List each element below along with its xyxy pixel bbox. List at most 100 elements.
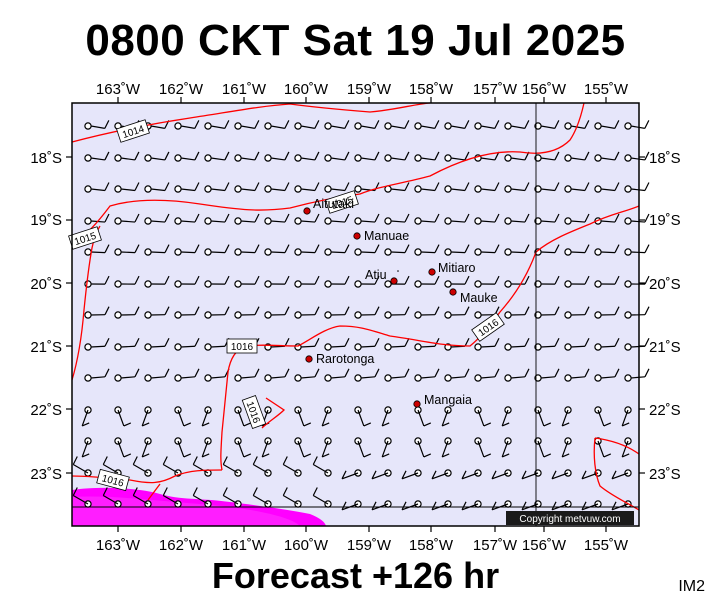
wind-barb	[204, 151, 230, 162]
wind-barb	[141, 437, 152, 458]
wind-barb	[174, 182, 200, 193]
svg-text:162˚W: 162˚W	[159, 81, 204, 98]
top-longitude-labels: 163˚W 162˚W 161˚W 160˚W 159˚W 158˚W 157˚…	[96, 81, 629, 98]
svg-text:Atiu: Atiu	[365, 268, 387, 282]
wind-barb	[501, 406, 512, 427]
wind-barb	[354, 406, 372, 427]
wind-barb	[114, 437, 132, 458]
island-mitiaro: Mitiaro	[428, 261, 476, 276]
wind-barb	[174, 120, 200, 130]
left-latitude-labels: 18˚S 19˚S 20˚S 21˚S 22˚S 23˚S	[30, 150, 62, 483]
wind-barb	[264, 213, 290, 225]
wind-barb	[381, 406, 392, 427]
svg-text:157˚W: 157˚W	[473, 537, 518, 554]
svg-text:161˚W: 161˚W	[222, 81, 267, 98]
wind-barb	[144, 151, 170, 162]
wind-barb	[252, 456, 272, 477]
wind-barb	[174, 406, 192, 427]
wind-barb	[324, 306, 350, 319]
wind-barb	[431, 500, 452, 511]
svg-text:Aitutaki: Aitutaki	[313, 197, 354, 211]
wind-barb	[141, 406, 152, 427]
wind-barb	[414, 120, 440, 130]
wind-barb	[234, 306, 260, 319]
wind-barb	[81, 437, 92, 458]
wind-barb	[174, 337, 200, 351]
wind-barb	[594, 306, 620, 319]
wind-barb	[114, 151, 140, 162]
isobar-1015-north	[71, 102, 585, 245]
wind-barb	[162, 487, 182, 508]
wind-barb	[401, 469, 422, 480]
svg-text:18˚S: 18˚S	[30, 150, 62, 167]
wind-barb	[294, 120, 320, 130]
map-frame	[71, 102, 640, 527]
wind-barb	[261, 437, 272, 458]
wind-barb	[474, 275, 500, 288]
wind-barb	[234, 368, 260, 382]
wind-barb	[594, 182, 620, 193]
wind-barb	[594, 120, 620, 130]
wind-barb	[581, 500, 602, 511]
wind-barb	[621, 406, 632, 427]
wind-barb	[444, 368, 470, 382]
svg-text:163˚W: 163˚W	[96, 81, 141, 98]
wind-barb	[114, 368, 140, 382]
wind-barb	[474, 368, 500, 382]
wind-barb	[414, 306, 440, 319]
wind-barb	[222, 456, 242, 477]
wind-barb	[324, 337, 350, 351]
wind-barb	[594, 244, 620, 256]
wind-barb	[444, 151, 470, 162]
isobar-1016-east	[535, 205, 640, 253]
copyright-text: Copyright metvuw.com	[519, 514, 620, 525]
wind-barb	[624, 275, 650, 288]
wind-barb	[234, 151, 260, 162]
wind-barb	[594, 406, 612, 427]
wind-barb	[294, 213, 320, 225]
wind-barb	[144, 306, 170, 319]
wind-barb	[294, 406, 312, 427]
wind-barb	[564, 213, 590, 225]
island-markers: Aitutaki Manuae Atiu Mitiaro Mauke Rarot…	[303, 197, 498, 408]
wind-barb	[504, 120, 530, 130]
wind-barb	[414, 151, 440, 162]
wind-barb	[204, 182, 230, 193]
wind-barb	[564, 120, 590, 130]
wind-barb	[144, 275, 170, 288]
wind-barb	[324, 120, 350, 130]
wind-barb	[561, 437, 572, 458]
wind-barb	[354, 120, 380, 130]
wind-barb	[564, 368, 590, 382]
wind-barb	[324, 213, 350, 225]
wind-barb	[504, 151, 530, 162]
svg-text:162˚W: 162˚W	[159, 537, 204, 554]
wind-barb	[474, 120, 500, 130]
wind-barb	[84, 213, 110, 225]
isobar-1016-se-b	[593, 437, 640, 511]
wind-barb	[594, 337, 620, 351]
wind-barb	[234, 182, 260, 193]
wind-barb	[384, 244, 410, 256]
wind-barb	[504, 182, 530, 193]
svg-text:23˚S: 23˚S	[649, 466, 681, 483]
wind-barb	[174, 306, 200, 319]
wind-barb	[174, 213, 200, 225]
svg-text:158˚W: 158˚W	[409, 537, 454, 554]
wind-barb	[384, 306, 410, 319]
wind-barb	[444, 182, 470, 193]
wind-barb	[354, 437, 372, 458]
wind-barb	[114, 406, 132, 427]
wind-barb	[174, 244, 200, 256]
wind-barb	[201, 437, 212, 458]
wind-barb	[114, 213, 140, 225]
wind-barb	[174, 275, 200, 288]
wind-barb	[414, 244, 440, 256]
wind-barb	[381, 437, 392, 458]
wind-barb	[504, 368, 530, 382]
wind-barb	[294, 368, 320, 382]
island-manuae: Manuae	[353, 229, 409, 243]
wind-barb	[204, 120, 230, 130]
wind-barb	[474, 244, 500, 256]
